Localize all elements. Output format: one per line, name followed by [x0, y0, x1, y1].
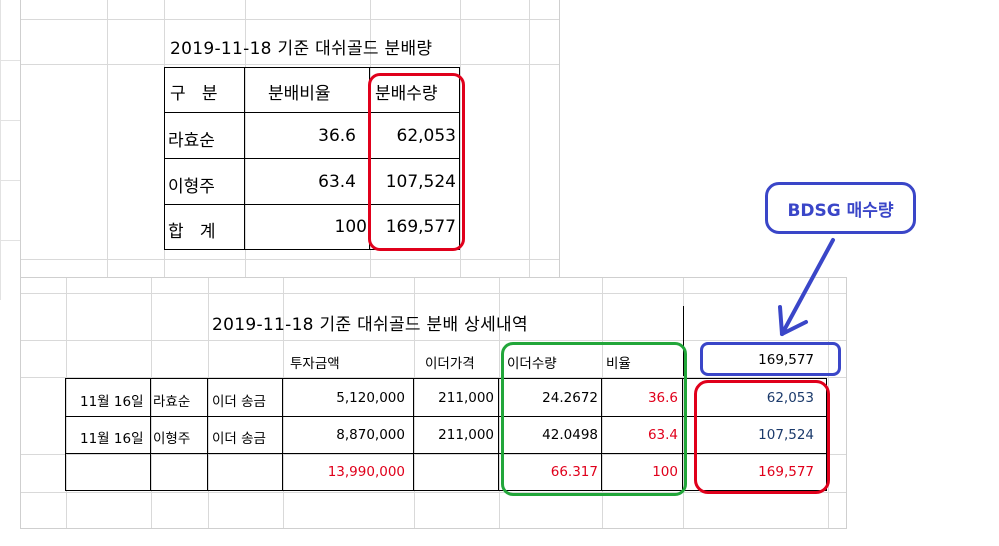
- detail-row2-date: 11월 16일: [80, 431, 144, 447]
- detail-row1-ratio: 36.6: [647, 390, 678, 406]
- detail-total-bdsg: 169,577: [758, 464, 814, 480]
- bg-gridline: [0, 0, 1, 300]
- qty-column-highlight: [368, 73, 465, 251]
- summary-qty-2: 107,524: [385, 172, 456, 192]
- summary-header-ratio: 분배비율: [268, 84, 331, 104]
- bg-gridline: [0, 120, 20, 121]
- summary-ratio-total: 100: [334, 217, 367, 237]
- eth-ratio-highlight: [501, 342, 687, 496]
- detail-row1-type: 이더 송금: [212, 394, 266, 410]
- detail-title: 2019-11-18 기준 대쉬골드 분배 상세내역: [212, 315, 528, 335]
- detail-sheet: [20, 277, 847, 529]
- detail-total-ratio: 100: [652, 464, 678, 480]
- detail-row1-name: 라효순: [153, 394, 191, 410]
- summary-header-qty: 분배수량: [375, 84, 438, 104]
- detail-row2-price: 211,000: [438, 427, 494, 443]
- detail-row1-price: 211,000: [438, 390, 494, 406]
- bg-gridline: [0, 60, 20, 61]
- summary-name-1: 라효순: [168, 131, 215, 151]
- detail-total-eth-qty: 66.317: [550, 464, 598, 480]
- detail-row1-bdsg: 62,053: [766, 390, 814, 406]
- summary-title: 2019-11-18 기준 대쉬골드 분배량: [170, 39, 433, 59]
- summary-name-total: 합 계: [168, 222, 216, 242]
- detail-row2-invest: 8,870,000: [336, 427, 405, 443]
- summary-ratio-2: 63.4: [318, 172, 356, 192]
- detail-header-bdsg-total: 169,577: [758, 352, 814, 368]
- detail-row2-type: 이더 송금: [212, 431, 266, 447]
- bdsg-total-highlight: [700, 342, 841, 376]
- detail-row2-eth-qty: 42.0498: [542, 427, 598, 443]
- bg-gridline: [0, 240, 20, 241]
- detail-row2-bdsg: 107,524: [758, 427, 814, 443]
- detail-row2-name: 이형주: [153, 431, 191, 447]
- detail-header-eth-qty: 이더수량: [507, 356, 557, 372]
- summary-header-category: 구 분: [170, 84, 218, 104]
- summary-name-2: 이형주: [168, 177, 215, 197]
- detail-header-invest: 투자금액: [290, 356, 340, 372]
- detail-total-invest: 13,990,000: [327, 464, 405, 480]
- detail-row1-invest: 5,120,000: [336, 390, 405, 406]
- bdsg-total-cell-border: [683, 306, 684, 376]
- bdsg-rows-highlight: [694, 380, 830, 494]
- bdsg-annotation-label: BDSG 매수량: [787, 200, 894, 221]
- detail-header-ratio: 비율: [606, 356, 631, 372]
- summary-ratio-1: 36.6: [318, 126, 356, 146]
- detail-header-price: 이더가격: [425, 356, 475, 372]
- bdsg-annotation-badge: BDSG 매수량: [765, 182, 916, 234]
- detail-row2-ratio: 63.4: [647, 427, 678, 443]
- detail-row1-date: 11월 16일: [80, 394, 144, 410]
- bg-gridline: [0, 180, 20, 181]
- detail-row1-eth-qty: 24.2672: [542, 390, 598, 406]
- summary-qty-total: 169,577: [385, 217, 456, 237]
- summary-qty-1: 62,053: [396, 126, 456, 146]
